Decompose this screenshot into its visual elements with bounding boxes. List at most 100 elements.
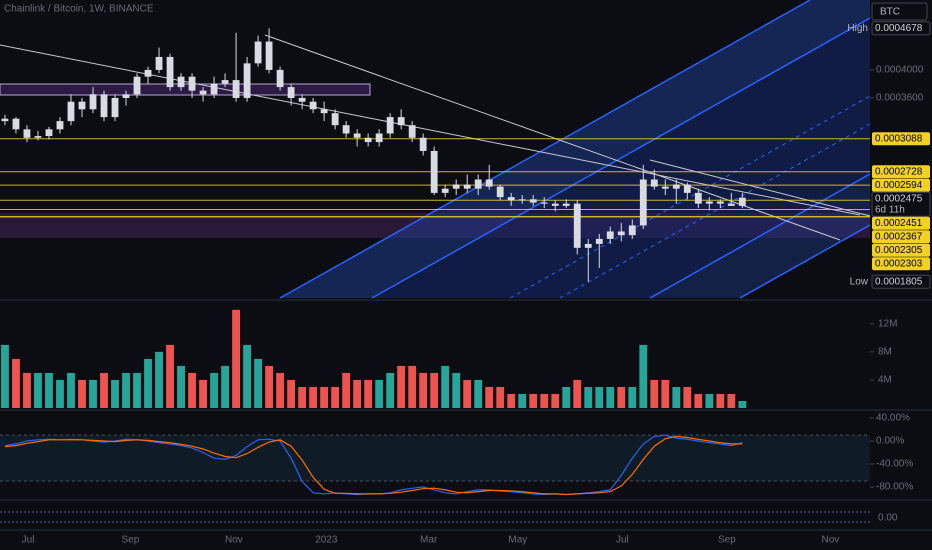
volume-bar [452,372,461,408]
candle-body [166,56,174,88]
volume-bar [441,365,450,408]
volume-bar [606,386,615,408]
volume-bar [485,386,494,408]
candle-body [78,101,86,110]
candle-body [309,101,317,110]
volume-bar [397,365,406,408]
price-label-box [871,274,931,289]
stoch-line [4,435,743,496]
price-label: 0.0002451 [875,218,923,229]
volume-bar [45,372,53,408]
x-tick-label: Jul [22,535,35,546]
volume-bar [595,386,604,408]
candle-body [430,150,438,193]
volume-bar [716,393,725,408]
x-tick-label: May [508,535,527,546]
candle-body [375,133,383,143]
price-label: 0.0002728 [875,167,923,178]
volume-bar [650,379,659,408]
volume-bar [100,372,108,408]
volume-bar [265,365,274,408]
y-tick-label: 4M [878,375,892,386]
candle-body [320,109,328,114]
volume-bar [551,393,560,408]
volume-bar [287,379,296,408]
volume-bar [419,372,428,408]
chart-title: Chainlink / Bitcoin, 1W, BINANCE [4,4,154,15]
candle-body [386,117,394,134]
candle-body [694,192,702,204]
volume-bar [529,393,538,408]
candle-body [496,186,504,198]
volume-bar [386,372,395,408]
candle-body [56,121,64,130]
channel-line [649,173,871,299]
volume-bar [1,344,9,408]
candle-body [45,129,53,137]
volume-bar [34,372,42,408]
y-tick-label: 40.00% [876,413,910,424]
candle-body [518,199,526,201]
candle-body [507,197,515,201]
candle-body [727,203,735,206]
volume-bar [639,344,648,408]
volume-bar [320,386,329,408]
candle-body [672,184,680,189]
price-label-box [872,216,930,230]
candle-body [287,87,295,98]
x-tick-label: Nov [225,535,243,546]
candle-body [573,203,581,248]
channel-line [279,0,811,299]
volume-bar [133,372,141,408]
volume-bar [89,379,97,408]
candle-body [199,90,207,95]
volume-bar [705,393,714,408]
candle-body [133,76,141,95]
candle-body [210,83,218,95]
volume-bar [199,379,207,408]
volume-bar [364,379,373,408]
candle-body [144,69,152,77]
stoch-band [0,435,870,481]
candle-body [243,63,251,98]
candle-body [463,184,471,189]
trendline [0,44,861,216]
candle-body [551,203,559,206]
candle-body [122,94,130,98]
currency-box[interactable] [871,2,928,21]
volume-bar [56,379,64,408]
candle-body [650,179,658,187]
candle-body [562,203,570,206]
candle-body [298,97,306,102]
y-tick-label: -40.00% [876,459,913,470]
candle-body [738,197,746,206]
price-label-box [872,165,930,179]
candle-body [419,137,427,151]
channel-band [280,0,870,298]
volume-bar [584,386,593,408]
volume-bar [111,379,119,408]
candle-body [485,179,493,187]
volume-bar [463,379,472,408]
volume-bar [507,393,516,408]
volume-bar [298,386,307,408]
candle-body [342,125,350,134]
candle-body [111,97,119,118]
price-label: 0.0003088 [875,134,923,145]
volume-bar [628,386,637,408]
volume-bar [683,386,692,408]
volume-bar [540,393,549,408]
candle-body [364,137,372,143]
volume-bar [188,372,196,408]
trendline [649,159,871,217]
candle-body [705,201,713,204]
candle-body [639,179,647,226]
price-label: 0.0002475 [875,194,923,205]
candle-body [397,117,405,126]
x-tick-label: 2023 [315,535,338,546]
volume-bar [23,372,31,408]
volume-bar [232,309,240,408]
candle-body [12,118,20,130]
price-label-box [872,243,930,257]
